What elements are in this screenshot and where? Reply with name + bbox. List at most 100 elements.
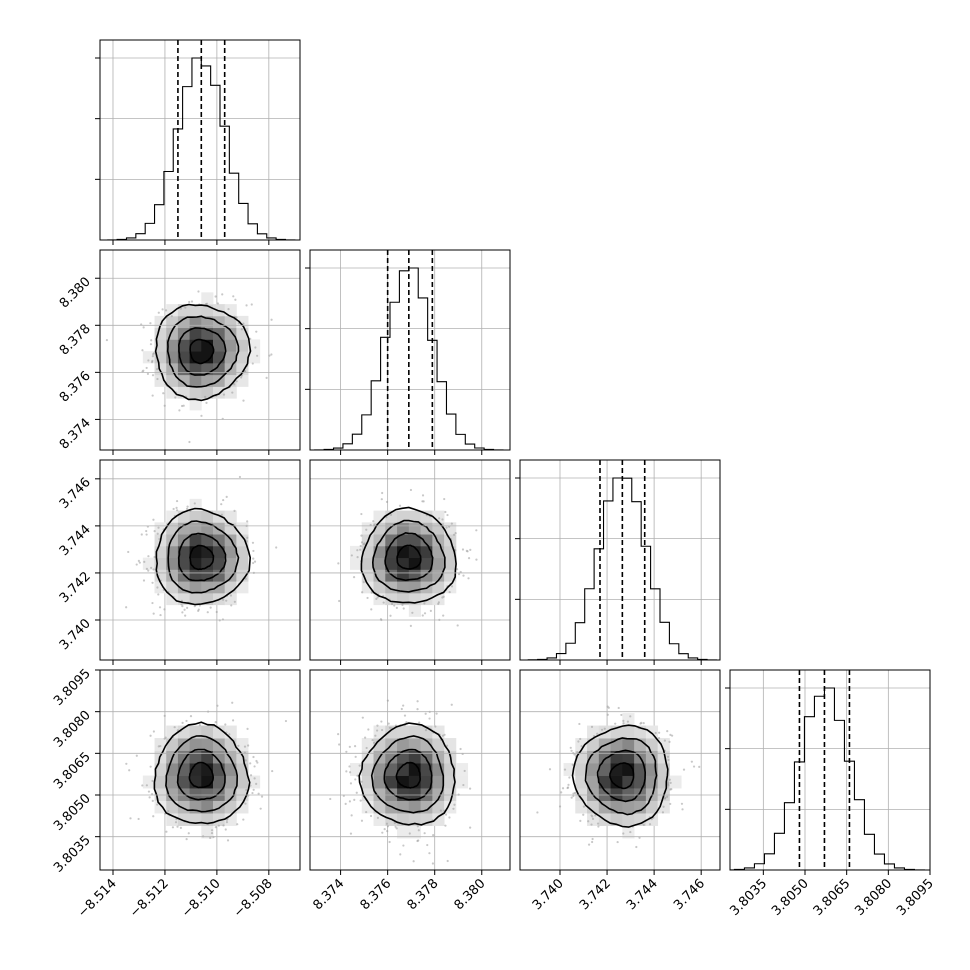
- scatter-point: [648, 823, 652, 826]
- density-cell: [212, 534, 226, 547]
- scatter-point: [350, 814, 353, 817]
- scatter-point: [381, 831, 384, 834]
- contour-0: [395, 761, 422, 789]
- scatter-point: [141, 349, 144, 352]
- scatter-point: [235, 316, 238, 319]
- scatter-point: [240, 328, 243, 331]
- density-cell: [408, 813, 421, 826]
- density-cell: [166, 738, 179, 751]
- scatter-point: [400, 707, 403, 711]
- density-cell: [444, 522, 457, 535]
- scatter-point: [142, 579, 146, 582]
- scatter-point: [360, 534, 363, 537]
- density-cell: [154, 339, 167, 352]
- scatter-point: [607, 706, 610, 709]
- scatter-point: [257, 792, 260, 795]
- scatter-point: [149, 322, 152, 325]
- scatter-point: [578, 722, 581, 726]
- scatter-point: [367, 728, 370, 731]
- density-cell: [420, 592, 433, 606]
- scatter-point: [243, 745, 247, 748]
- density-cell: [385, 775, 398, 789]
- scatter-point: [244, 802, 247, 805]
- contour-1: [176, 748, 226, 801]
- density-cell: [154, 775, 167, 789]
- density-cell: [373, 763, 386, 776]
- scatter-point: [442, 614, 445, 617]
- density-cell: [634, 738, 647, 751]
- density-cell: [420, 788, 433, 801]
- density-cell: [189, 522, 202, 535]
- scatter-point: [444, 824, 447, 827]
- density-cell: [189, 304, 202, 317]
- x-tick-label-3-3: 3.8080: [852, 876, 895, 919]
- density-cell: [444, 788, 457, 801]
- density-cell: [622, 713, 635, 726]
- scatter-point: [381, 491, 384, 495]
- scatter-point: [421, 494, 425, 497]
- scatter-point: [429, 609, 432, 612]
- scatter-point: [409, 624, 412, 627]
- x-tick-label-3-0: 3.8035: [727, 876, 770, 919]
- scatter-point: [255, 759, 258, 763]
- scatter-point: [156, 377, 159, 381]
- density-cell: [385, 788, 398, 801]
- scatter-point: [157, 311, 160, 314]
- scatter-point: [692, 765, 696, 768]
- scatter-point: [463, 769, 466, 773]
- scatter-point: [156, 368, 159, 371]
- y-tick-label-1-0: 8.374: [57, 416, 94, 453]
- scatter-point: [371, 738, 374, 742]
- scatter-point: [428, 852, 431, 855]
- panel-1-1: [305, 249, 511, 455]
- scatter-point: [360, 780, 363, 783]
- density-cell: [432, 750, 445, 764]
- density-cell: [166, 581, 179, 594]
- scatter-point: [359, 544, 362, 548]
- scatter-point: [265, 376, 268, 379]
- panel-content: [310, 670, 510, 870]
- density-cell: [212, 386, 226, 399]
- scatter-point: [156, 532, 159, 535]
- density-cell: [361, 738, 374, 751]
- scatter-point: [444, 813, 448, 816]
- density-cell: [189, 510, 202, 523]
- contour-0: [188, 761, 215, 789]
- x-tick-label-3-4: 3.8095: [894, 876, 937, 919]
- scatter-point: [579, 819, 582, 823]
- scatter-point: [150, 339, 153, 342]
- density-cell: [177, 775, 191, 789]
- x-tick-label-1-2: 8.378: [405, 876, 442, 913]
- scatter-point: [603, 727, 606, 730]
- scatter-point: [475, 529, 478, 532]
- scatter-point: [176, 825, 179, 828]
- scatter-point: [561, 787, 565, 790]
- density-cell: [201, 725, 214, 739]
- density-cell: [622, 813, 635, 826]
- scatter-point: [658, 731, 661, 734]
- scatter-point: [668, 740, 671, 743]
- scatter-point: [638, 836, 641, 839]
- scatter-point: [210, 829, 214, 832]
- scatter-point: [372, 520, 375, 523]
- density-cell: [212, 327, 226, 340]
- scatter-point: [437, 602, 440, 605]
- scatter-point: [590, 814, 593, 817]
- scatter-point: [252, 549, 255, 553]
- scatter-point: [438, 517, 441, 520]
- density-cell: [166, 339, 179, 352]
- density-cell: [373, 569, 386, 582]
- density-cell: [361, 581, 374, 594]
- scatter-point: [249, 762, 252, 765]
- density-cell: [166, 788, 179, 801]
- scatter-point: [361, 716, 364, 719]
- scatter-point: [176, 729, 179, 732]
- scatter-point: [443, 733, 446, 736]
- density-cell: [575, 775, 588, 789]
- scatter-point: [360, 819, 364, 822]
- panel-content: [100, 460, 300, 660]
- density-cell: [397, 522, 410, 535]
- scatter-point: [370, 608, 373, 611]
- x-tick-label-1-1: 8.376: [358, 876, 395, 913]
- scatter-point: [663, 739, 666, 742]
